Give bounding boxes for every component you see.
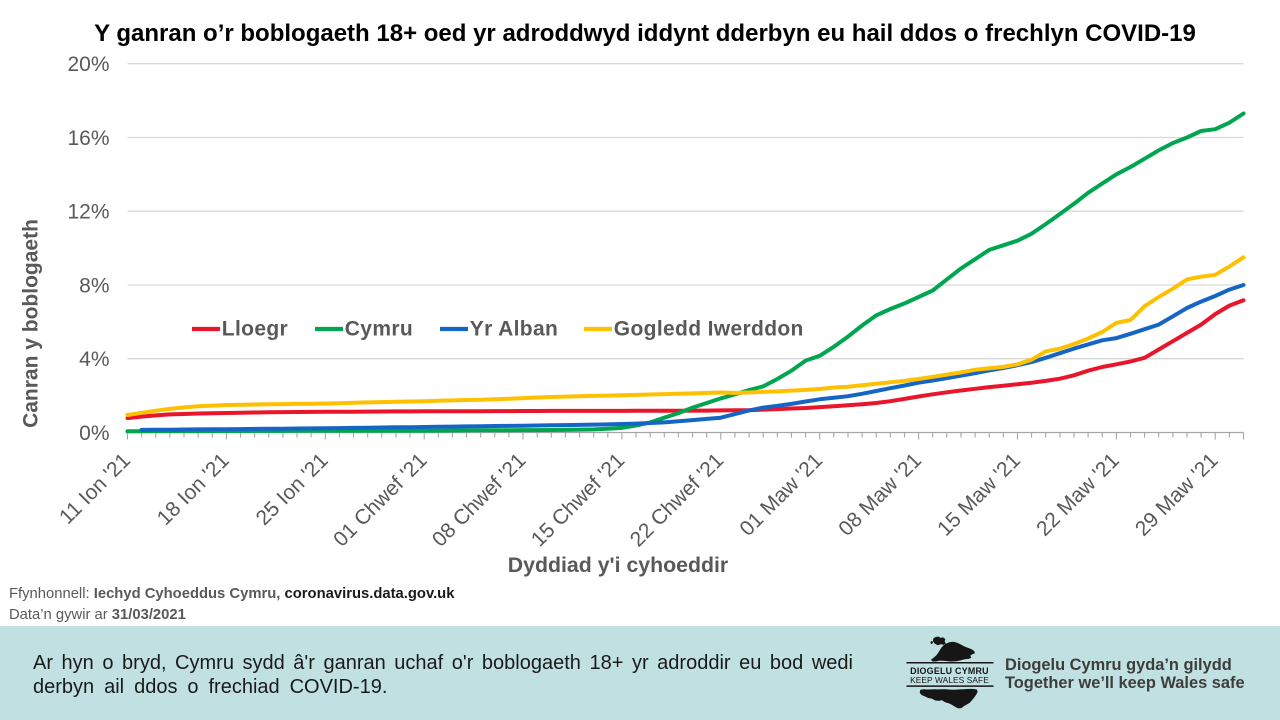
svg-text:4%: 4% <box>79 348 109 371</box>
svg-text:16%: 16% <box>67 127 109 150</box>
svg-text:Yr Alban: Yr Alban <box>470 317 558 340</box>
svg-text:Lloegr: Lloegr <box>222 317 288 340</box>
svg-text:12%: 12% <box>67 201 109 224</box>
svg-text:DIOGELU CYMRU: DIOGELU CYMRU <box>910 666 989 676</box>
svg-text:Cymru: Cymru <box>345 317 413 340</box>
svg-text:8%: 8% <box>79 274 109 297</box>
svg-text:Dyddiad y'i cyhoeddir: Dyddiad y'i cyhoeddir <box>508 553 728 577</box>
svg-text:0%: 0% <box>79 422 109 445</box>
svg-text:KEEP WALES SAFE: KEEP WALES SAFE <box>910 675 989 685</box>
svg-text:Canran y boblogaeth: Canran y boblogaeth <box>19 219 42 428</box>
svg-text:Gogledd Iwerddon: Gogledd Iwerddon <box>614 317 804 340</box>
svg-text:20%: 20% <box>67 53 109 76</box>
